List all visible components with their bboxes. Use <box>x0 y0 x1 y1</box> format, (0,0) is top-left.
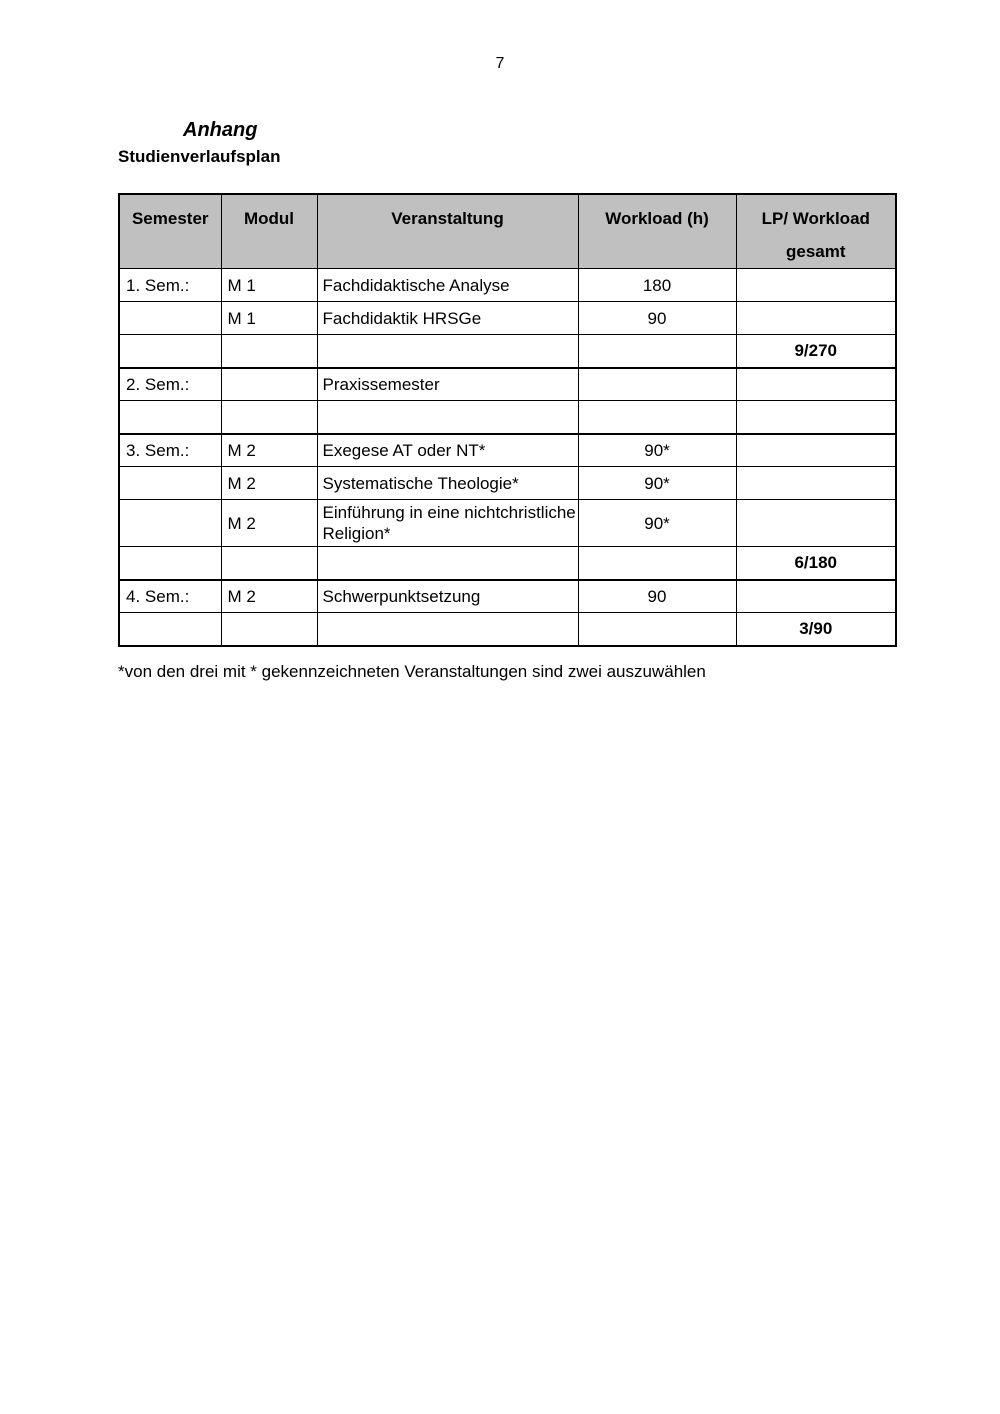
cell-veranstaltung: Systematische Theologie* <box>316 466 579 500</box>
cell-modul <box>220 334 318 368</box>
cell-lp-total: 6/180 <box>735 546 897 580</box>
cell-lp-total <box>735 366 897 401</box>
table-body: 1. Sem.: M 1 Fachdidaktische Analyse 180… <box>118 268 897 646</box>
column-header-label: Veranstaltung <box>391 209 504 228</box>
cell-veranstaltung <box>316 400 579 434</box>
column-header-label: Workload (h) <box>605 209 709 228</box>
column-header-label: Modul <box>243 209 295 228</box>
table-row: M 2 Systematische Theologie* 90* <box>118 466 897 500</box>
cell-workload: 90* <box>577 466 737 500</box>
cell-semester <box>118 466 222 500</box>
cell-lp-total <box>735 268 897 302</box>
cell-veranstaltung: Fachdidaktik HRSGe <box>316 301 579 335</box>
cell-lp-total <box>735 400 897 434</box>
cell-modul: M 2 <box>220 578 318 613</box>
table-header: Semester Modul Veranstaltung Workload (h… <box>118 193 897 269</box>
cell-semester <box>118 546 222 580</box>
cell-semester <box>118 301 222 335</box>
cell-modul: M 1 <box>220 301 318 335</box>
table-row-total: 6/180 <box>118 546 897 580</box>
cell-workload <box>577 400 737 434</box>
cell-semester: 3. Sem.: <box>118 432 222 467</box>
study-plan-table: Semester Modul Veranstaltung Workload (h… <box>118 193 897 647</box>
cell-lp-total: 9/270 <box>735 334 897 368</box>
cell-veranstaltung: Einführung in eine nichtchristliche Reli… <box>316 499 579 547</box>
table-row: M 2 Einführung in eine nichtchristliche … <box>118 499 897 547</box>
page-number: 7 <box>495 55 505 72</box>
cell-lp-total <box>735 578 897 613</box>
cell-semester <box>118 612 222 646</box>
cell-semester: 1. Sem.: <box>118 268 222 302</box>
table-row-total: 9/270 <box>118 334 897 368</box>
cell-workload: 90 <box>577 578 737 613</box>
table-row: M 1 Fachdidaktik HRSGe 90 <box>118 301 897 335</box>
cell-modul <box>220 400 318 434</box>
table-row-total: 3/90 <box>118 612 897 646</box>
column-header-semester: Semester <box>118 193 222 269</box>
cell-modul <box>220 546 318 580</box>
cell-modul: M 1 <box>220 268 318 302</box>
column-header-modul: Modul <box>220 193 318 269</box>
cell-semester <box>118 334 222 368</box>
column-header-label: LP/ Workload <box>761 209 870 228</box>
cell-semester <box>118 499 222 547</box>
cell-lp-total: 3/90 <box>735 612 897 646</box>
cell-workload <box>577 546 737 580</box>
cell-workload: 90 <box>577 301 737 335</box>
cell-veranstaltung: Exegese AT oder NT* <box>316 432 579 467</box>
table-row: 4. Sem.: M 2 Schwerpunktsetzung 90 <box>118 578 897 613</box>
cell-workload: 90* <box>577 499 737 547</box>
column-header-veranstaltung: Veranstaltung <box>316 193 579 269</box>
cell-modul <box>220 366 318 401</box>
cell-semester: 4. Sem.: <box>118 578 222 613</box>
table-footnote: *von den drei mit * gekennzeichneten Ver… <box>118 661 706 681</box>
cell-workload <box>577 366 737 401</box>
cell-veranstaltung <box>316 612 579 646</box>
cell-modul <box>220 612 318 646</box>
cell-workload: 180 <box>577 268 737 302</box>
page-subtitle: Studienverlaufsplan <box>118 147 281 166</box>
page-content: Anhang Studienverlaufsplan Semester Modu… <box>118 118 897 682</box>
cell-veranstaltung: Praxissemester <box>316 366 579 401</box>
column-header-label-line2: gesamt <box>785 242 846 261</box>
table-row-empty <box>118 400 897 434</box>
cell-semester <box>118 400 222 434</box>
column-header-lp-workload: LP/ Workload gesamt <box>735 193 897 269</box>
cell-lp-total <box>735 499 897 547</box>
cell-modul: M 2 <box>220 432 318 467</box>
cell-veranstaltung <box>316 546 579 580</box>
cell-lp-total <box>735 466 897 500</box>
page-title: Anhang <box>183 119 258 141</box>
table-header-row: Semester Modul Veranstaltung Workload (h… <box>118 193 897 269</box>
cell-semester: 2. Sem.: <box>118 366 222 401</box>
cell-lp-total <box>735 432 897 467</box>
column-header-label: Semester <box>131 209 209 228</box>
table-row: 1. Sem.: M 1 Fachdidaktische Analyse 180 <box>118 268 897 302</box>
cell-veranstaltung <box>316 334 579 368</box>
cell-veranstaltung: Fachdidaktische Analyse <box>316 268 579 302</box>
table-row: 3. Sem.: M 2 Exegese AT oder NT* 90* <box>118 432 897 467</box>
cell-lp-total <box>735 301 897 335</box>
cell-modul: M 2 <box>220 466 318 500</box>
column-header-workload: Workload (h) <box>577 193 737 269</box>
cell-veranstaltung: Schwerpunktsetzung <box>316 578 579 613</box>
cell-workload <box>577 612 737 646</box>
table-row: 2. Sem.: Praxissemester <box>118 366 897 401</box>
cell-modul: M 2 <box>220 499 318 547</box>
cell-workload: 90* <box>577 432 737 467</box>
cell-workload <box>577 334 737 368</box>
